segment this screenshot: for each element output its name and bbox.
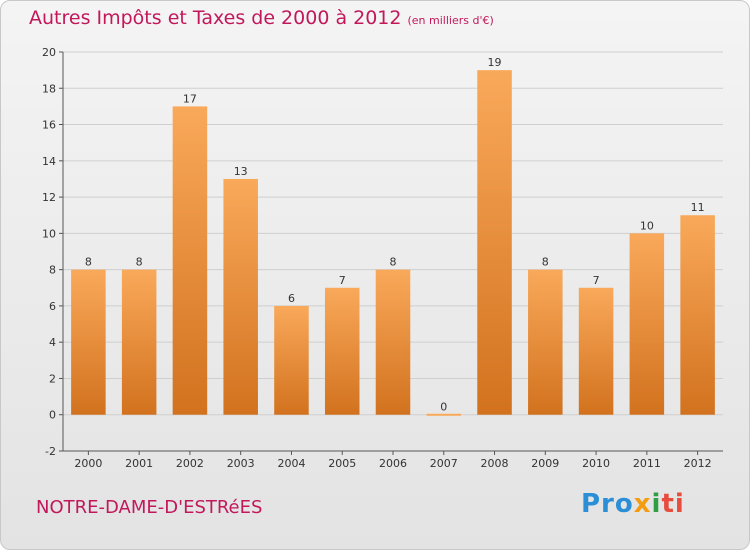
- data-label-2008: 19: [488, 56, 502, 69]
- data-label-2002: 17: [183, 92, 197, 105]
- x-tick-label: 2001: [125, 457, 153, 470]
- data-label-2000: 8: [85, 256, 92, 269]
- logo-part-4: ti: [661, 489, 685, 519]
- chart-title: Autres Impôts et Taxes de 2000 à 2012 (en…: [29, 7, 494, 29]
- x-tick-label: 2009: [531, 457, 559, 470]
- bar-2009: [528, 269, 563, 415]
- data-label-2001: 8: [136, 256, 143, 269]
- chart-unit: (en milliers d'€): [407, 14, 494, 27]
- x-tick-label: 2012: [684, 457, 712, 470]
- y-tick-label: 12: [42, 191, 56, 204]
- bar-2012: [680, 215, 715, 415]
- x-tick-label: 2000: [74, 457, 102, 470]
- x-tick-label: 2005: [328, 457, 356, 470]
- y-tick-label: 4: [49, 336, 56, 349]
- y-tick-label: 20: [42, 46, 56, 59]
- data-label-2012: 11: [691, 201, 705, 214]
- bar-2001: [121, 269, 157, 415]
- x-tick-label: 2002: [176, 457, 204, 470]
- y-tick-label: 14: [42, 155, 56, 168]
- data-label-2006: 8: [390, 256, 397, 269]
- x-tick-label: 2003: [227, 457, 255, 470]
- bar-2000: [71, 269, 106, 415]
- axes: -2 0 2 4 6 8 10 12 14 16 18 20 2000 2001 2002 2003 2004 2…: [42, 46, 723, 470]
- bar-2006: [375, 269, 411, 415]
- bar-2008: [477, 70, 512, 415]
- y-tick-label: 16: [42, 119, 56, 132]
- y-tick-label: 18: [42, 82, 56, 95]
- bar-2010: [578, 287, 614, 415]
- x-tick-label: 2011: [633, 457, 661, 470]
- bar-2011: [629, 233, 665, 415]
- x-tick-label: 2004: [277, 457, 305, 470]
- data-label-2007: 0: [440, 401, 447, 414]
- y-tick-label: 10: [42, 227, 56, 240]
- proxiti-logo[interactable]: Proxiti: [581, 489, 685, 519]
- y-tick-label: 8: [49, 264, 56, 277]
- bar-2002: [172, 106, 208, 415]
- x-tick-label: 2006: [379, 457, 407, 470]
- data-label-2003: 13: [234, 165, 248, 178]
- bar-2004: [274, 305, 309, 415]
- data-label-2009: 8: [542, 256, 549, 269]
- logo-part-2: x: [633, 489, 652, 519]
- data-label-2005: 7: [339, 274, 346, 287]
- y-tick-label: 2: [49, 372, 56, 385]
- chart-title-text: Autres Impôts et Taxes de 2000 à 2012: [29, 7, 402, 29]
- x-tick-label: 2008: [481, 457, 509, 470]
- x-tick-label: 2007: [430, 457, 458, 470]
- x-tick-label: 2010: [582, 457, 610, 470]
- logo-part-1: Pro: [581, 489, 634, 519]
- data-label-2010: 7: [593, 274, 600, 287]
- y-tick-label: 6: [49, 300, 56, 313]
- logo-part-3: i: [651, 489, 662, 519]
- bar-2005: [324, 287, 360, 415]
- data-label-2011: 10: [640, 219, 654, 232]
- bars: [71, 70, 715, 416]
- data-label-2004: 6: [288, 292, 295, 305]
- y-tick-label: -2: [45, 445, 56, 458]
- labels: 8 8 17 13 6 7 8 0 19 8 7 10 11: [85, 56, 705, 414]
- y-tick-label: 0: [49, 409, 56, 422]
- bar-2003: [223, 178, 258, 415]
- commune-name: NOTRE-DAME-D'ESTRéES: [36, 497, 263, 518]
